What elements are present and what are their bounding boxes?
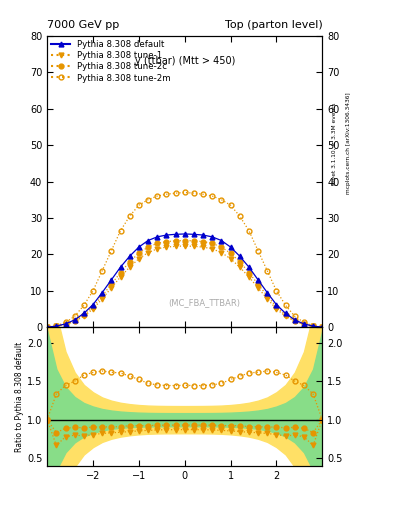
Text: 7000 GeV pp: 7000 GeV pp — [47, 20, 119, 30]
Text: Top (parton level): Top (parton level) — [224, 20, 322, 30]
Legend: Pythia 8.308 default, Pythia 8.308 tune-1, Pythia 8.308 tune-2c, Pythia 8.308 tu: Pythia 8.308 default, Pythia 8.308 tune-… — [50, 38, 173, 84]
Text: y (ttbar) (Mtt > 450): y (ttbar) (Mtt > 450) — [134, 56, 235, 66]
Text: Rivet 3.1.10, ≥ 3.3M events: Rivet 3.1.10, ≥ 3.3M events — [332, 102, 337, 185]
Text: mcplots.cern.ch [arXiv:1306.3436]: mcplots.cern.ch [arXiv:1306.3436] — [346, 93, 351, 194]
Y-axis label: Ratio to Pythia 8.308 default: Ratio to Pythia 8.308 default — [15, 342, 24, 452]
Text: (MC_FBA_TTBAR): (MC_FBA_TTBAR) — [168, 298, 240, 307]
